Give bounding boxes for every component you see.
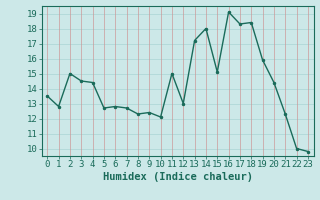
X-axis label: Humidex (Indice chaleur): Humidex (Indice chaleur): [103, 172, 252, 182]
